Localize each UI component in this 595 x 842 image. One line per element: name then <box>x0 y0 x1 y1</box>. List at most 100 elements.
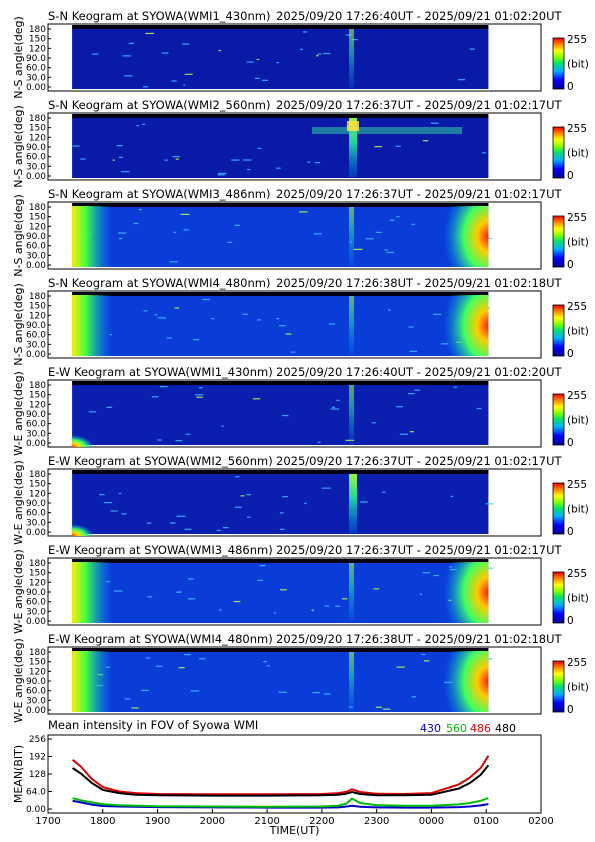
y-tick-label: 192 <box>29 753 46 763</box>
legend-item-560: 560 <box>446 722 467 735</box>
top-band <box>72 203 489 207</box>
speckle <box>359 501 368 503</box>
speckle <box>124 75 133 77</box>
speckle <box>136 125 139 127</box>
y-tick-label: 64.0 <box>26 788 46 798</box>
colorbar <box>552 304 565 357</box>
keogram-panel: E-W Keogram at SYOWA(WMI4_480nm) 2025/09/… <box>12 632 589 723</box>
speckle <box>278 325 286 327</box>
y-tick-label: 60.0 <box>26 598 46 608</box>
speckle <box>222 527 229 529</box>
speckle <box>155 665 163 667</box>
speckle <box>143 310 148 312</box>
y-tick-label: 90.0 <box>26 499 46 509</box>
speckle <box>386 251 395 254</box>
top-band <box>72 25 489 29</box>
x-tick-label: 2100 <box>254 816 279 827</box>
auroral-brightening <box>349 296 355 355</box>
y-tick-label: 60.0 <box>26 420 46 430</box>
speckle <box>457 79 466 81</box>
speckle <box>279 512 284 514</box>
y-tick-label: 90.0 <box>26 143 46 153</box>
y-tick-label: 30.0 <box>26 429 46 439</box>
speckle <box>423 660 430 662</box>
speckle <box>164 159 168 161</box>
colorbar <box>552 660 565 713</box>
speckle <box>231 159 240 161</box>
y-tick-label: 180 <box>29 203 46 213</box>
speckle <box>485 503 494 505</box>
speckle <box>396 666 405 668</box>
speckle <box>183 229 189 231</box>
left-edge-glow <box>72 295 113 356</box>
right-edge-glow <box>443 295 489 356</box>
y-tick-label: 30.0 <box>26 340 46 350</box>
line-y-axis-label: MEAN(BIT) <box>12 745 25 803</box>
speckle <box>221 425 224 427</box>
speckle <box>118 156 123 159</box>
speckle <box>281 414 289 417</box>
speckle <box>193 338 200 341</box>
speckle <box>169 261 178 263</box>
colorbar-min-label: 0 <box>567 526 574 538</box>
speckle <box>91 53 99 55</box>
speckle <box>247 168 251 171</box>
y-tick-label: 120 <box>29 133 46 143</box>
panel-title: S-N Keogram at SYOWA(WMI4_480nm) <box>48 276 270 290</box>
series-line-486 <box>71 755 490 796</box>
y-tick-label: 120 <box>29 311 46 321</box>
speckle <box>254 77 260 79</box>
speckle <box>99 493 105 496</box>
speckle <box>184 528 192 530</box>
speckle <box>106 406 113 408</box>
panel-time-range: 2025/09/20 17:26:37UT - 2025/09/21 01:02… <box>276 454 562 468</box>
speckle <box>408 326 414 328</box>
speckle <box>262 79 269 81</box>
panel-time-range: 2025/09/20 17:26:40UT - 2025/09/21 01:02… <box>276 365 562 379</box>
speckle <box>80 158 86 160</box>
y-tick-label: 0.00 <box>26 172 46 182</box>
line-chart-title: Mean intensity in FOV of Syowa WMI <box>48 718 258 732</box>
speckle <box>194 394 204 396</box>
y-tick-label: 150 <box>29 213 46 223</box>
speckle <box>218 172 227 174</box>
keogram-panel: E-W Keogram at SYOWA(WMI2_560nm) 2025/09/… <box>12 454 589 545</box>
speckle <box>375 706 383 708</box>
speckle <box>299 211 308 213</box>
left-edge-glow <box>72 562 113 623</box>
colorbar-max-label: 255 <box>567 34 587 46</box>
speckle <box>396 406 403 408</box>
right-edge-glow <box>443 562 489 623</box>
speckle <box>169 522 176 524</box>
speckle <box>387 309 391 311</box>
speckle <box>373 588 380 590</box>
speckle <box>182 43 190 45</box>
speckle <box>311 609 314 611</box>
speckle <box>121 513 127 515</box>
speckle <box>122 55 132 57</box>
speckle <box>276 317 280 320</box>
keogram-image <box>72 651 489 712</box>
speckle <box>257 579 263 581</box>
speckle <box>196 396 203 398</box>
keogram-panel: E-W Keogram at SYOWA(WMI1_430nm) 2025/09/… <box>12 365 589 456</box>
auroral-brightening <box>349 29 355 88</box>
y-tick-label: 150 <box>29 569 46 579</box>
speckle <box>411 696 417 698</box>
speckle <box>187 578 194 580</box>
panel-time-range: 2025/09/20 17:26:40UT - 2025/09/21 01:02… <box>276 9 562 23</box>
y-tick-label: 120 <box>29 667 46 677</box>
colorbar <box>552 37 565 90</box>
colorbar-unit-label: (bit) <box>567 593 589 605</box>
speckle <box>188 598 196 600</box>
speckle <box>246 61 254 63</box>
y-tick-label: 90.0 <box>26 677 46 687</box>
speckle <box>383 708 391 710</box>
left-edge-glow <box>72 651 113 712</box>
series-line-480 <box>72 764 490 797</box>
speckle <box>175 440 183 442</box>
speckle <box>371 422 376 424</box>
top-band <box>72 292 489 296</box>
panel-title: S-N Keogram at SYOWA(WMI3_486nm) <box>48 187 270 201</box>
y-axis-label: N-S angle(deg) <box>12 105 25 188</box>
